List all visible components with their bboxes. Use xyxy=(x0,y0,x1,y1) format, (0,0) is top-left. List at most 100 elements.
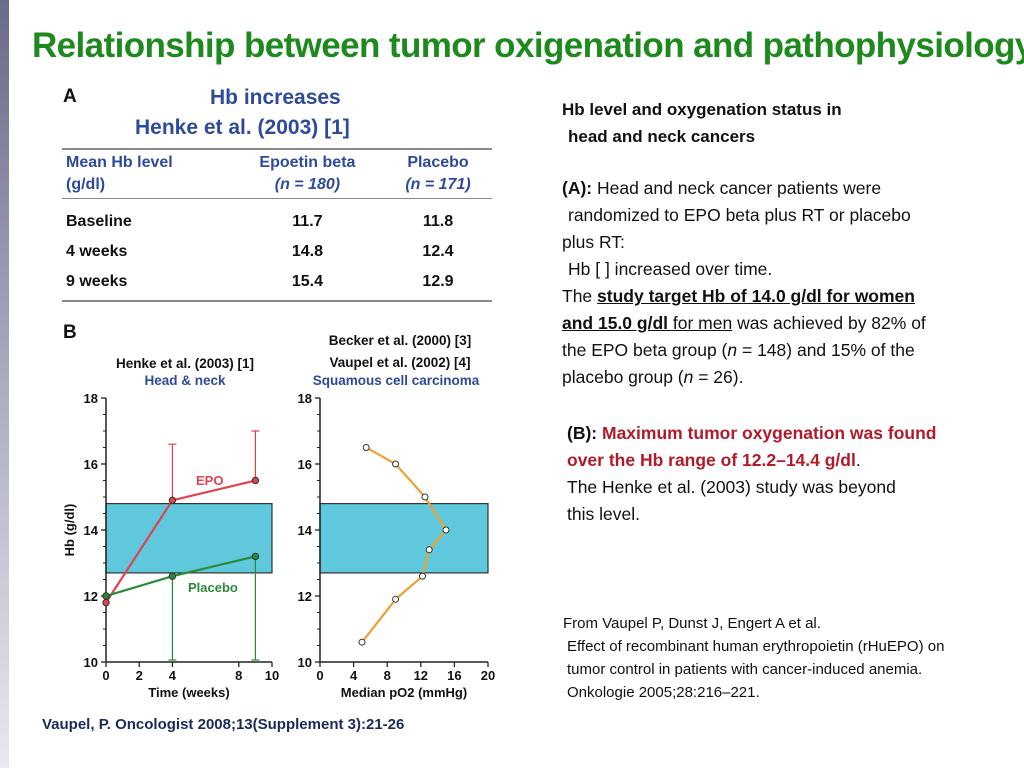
right-heading: Hb level and oxygenation status in head … xyxy=(562,96,1002,150)
table-row: Baseline 11.7 11.8 xyxy=(62,207,492,237)
data-point xyxy=(421,493,429,501)
y-tick-label: 16 xyxy=(84,457,98,472)
a-target-1: study target Hb of 14.0 g/dl for women xyxy=(597,286,915,306)
x-tick-label: 4 xyxy=(350,668,358,683)
header-mean-hb-line2: (g/dl) xyxy=(66,176,106,193)
data-point xyxy=(425,546,433,554)
b-red-2: over the Hb range of 12.2–14.4 g/dl xyxy=(567,450,856,470)
x-tick-label: 4 xyxy=(169,668,177,683)
x-tick-label: 8 xyxy=(235,668,242,683)
header-placebo: Placebo (n = 171) xyxy=(384,150,492,199)
panel-a-explanation: (A): Head and neck cancer patients were … xyxy=(562,175,1002,391)
x-tick-label: 8 xyxy=(384,668,391,683)
cell-epoetin: 14.8 xyxy=(291,243,323,260)
panel-b-label: B xyxy=(63,322,77,343)
y-tick-label: 18 xyxy=(298,391,312,406)
header-epoetin-line2: (n = 180) xyxy=(274,176,341,193)
data-point xyxy=(102,598,110,607)
panel-a-label: A xyxy=(63,86,77,107)
y-tick-label: 12 xyxy=(84,589,98,604)
cell-placebo: 12.4 xyxy=(422,243,454,260)
heading-line-2: head and neck cancers xyxy=(568,127,756,146)
a-n-2: n xyxy=(683,367,694,387)
a-text-3: plus RT: xyxy=(562,232,625,252)
a-text-7-post: = 148) and 15% of the xyxy=(737,340,915,360)
x-tick-label: 12 xyxy=(414,668,428,683)
y-tick-label: 14 xyxy=(298,523,313,538)
x-tick-label: 2 xyxy=(136,668,143,683)
x-tick-label: 16 xyxy=(447,668,461,683)
data-point xyxy=(362,444,370,451)
header-placebo-line1: Placebo xyxy=(407,154,469,171)
right-chart-title-2: Vaupel et al. (2002) [4] xyxy=(329,355,471,370)
data-point xyxy=(442,526,450,534)
b-red-1: Maximum tumor oxygenation was found xyxy=(597,423,937,443)
table-row: 4 weeks 14.8 12.4 xyxy=(62,237,492,267)
table-header-row: Mean Hb level (g/dl) Epoetin beta (n = 1… xyxy=(62,150,492,199)
panel-a-title-1: Hb increases xyxy=(210,86,341,109)
a-text-1: Head and neck cancer patients were xyxy=(592,178,882,198)
y-tick-label: 10 xyxy=(298,655,312,670)
a-text-8-pre: placebo group ( xyxy=(562,367,684,387)
left-chart-title-1: Henke et al. (2003) [1] xyxy=(115,356,255,371)
x-tick-label: 10 xyxy=(265,668,279,683)
hb-table: Mean Hb level (g/dl) Epoetin beta (n = 1… xyxy=(62,150,492,297)
y-tick-label: 12 xyxy=(298,589,312,604)
right-chart-title-1: Becker et al. (2000) [3] xyxy=(328,333,472,348)
cell-placebo: 12.9 xyxy=(422,273,454,290)
a-text-4: Hb [ ] increased over time. xyxy=(568,259,773,279)
b-period: . xyxy=(855,450,861,470)
x-axis-label: Median pO2 (mmHg) xyxy=(341,685,467,700)
row-label: 4 weeks xyxy=(66,243,128,260)
b-text-1: The Henke et al. (2003) study was beyond xyxy=(567,477,896,497)
x-axis-label: Time (weeks) xyxy=(148,685,229,700)
a-text-7-pre: the EPO beta group ( xyxy=(562,340,728,360)
series-line xyxy=(361,446,448,643)
data-point xyxy=(358,638,366,646)
table-top-rule xyxy=(62,148,492,150)
data-point xyxy=(392,460,400,468)
reference-line-2: Effect of recombinant human erythropoiet… xyxy=(567,638,945,655)
y-tick-label: 14 xyxy=(84,523,99,538)
x-tick-label: 20 xyxy=(481,668,495,683)
citation: Vaupel, P. Oncologist 2008;13(Supplement… xyxy=(42,716,405,733)
a-text-8-post: = 26). xyxy=(693,367,744,387)
left-chart-title-2: Head & neck xyxy=(144,373,226,388)
a-text-2: randomized to EPO beta plus RT or placeb… xyxy=(568,205,911,225)
right-chart-title-3: Squamous cell carcinoma xyxy=(312,373,480,388)
table-row: 9 weeks 15.4 12.9 xyxy=(62,267,492,297)
b-text-2: this level. xyxy=(567,504,640,524)
y-tick-label: 16 xyxy=(298,457,312,472)
y-tick-label: 18 xyxy=(84,391,98,406)
cell-placebo: 11.8 xyxy=(422,213,454,230)
reference-line-3: tumor control in patients with cancer-in… xyxy=(567,661,923,678)
b-label: (B): xyxy=(567,423,598,443)
hb-range-band xyxy=(319,503,489,574)
reference-line-4: Onkologie 2005;28:216–221. xyxy=(567,684,760,701)
a-text-5: The xyxy=(562,286,598,306)
data-point xyxy=(392,595,400,603)
x-tick-label: 0 xyxy=(102,668,109,683)
table-bottom-rule xyxy=(62,300,492,302)
a-text-6: was achieved by 82% of xyxy=(732,313,926,333)
y-tick-label: 10 xyxy=(84,655,98,670)
a-label: (A): xyxy=(562,178,593,198)
cell-epoetin: 15.4 xyxy=(291,273,323,290)
a-n-1: n xyxy=(727,340,738,360)
data-point xyxy=(251,476,260,485)
slide-title: Relationship between tumor oxigenation a… xyxy=(32,26,1024,65)
row-label: 9 weeks xyxy=(66,273,128,290)
data-point xyxy=(168,572,177,580)
slide-left-bar xyxy=(0,0,9,768)
y-axis-label: Hb (g/dl) xyxy=(62,504,77,557)
a-target-for: for men xyxy=(668,313,733,333)
header-mean-hb-line1: Mean Hb level xyxy=(66,154,173,171)
row-label: Baseline xyxy=(66,213,132,230)
data-point xyxy=(251,552,260,561)
cell-epoetin: 11.7 xyxy=(292,213,323,230)
data-point xyxy=(102,592,110,600)
reference-line-1: From Vaupel P, Dunst J, Engert A et al. xyxy=(563,615,821,632)
header-placebo-line2: (n = 171) xyxy=(405,176,471,193)
series-label: Placebo xyxy=(188,580,238,595)
